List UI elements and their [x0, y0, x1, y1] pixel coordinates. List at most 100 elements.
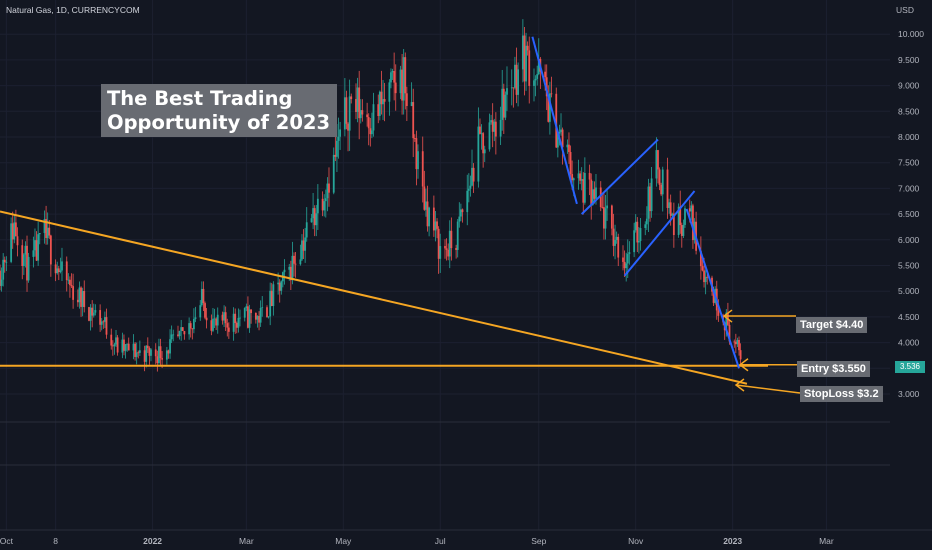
candle-body [272, 284, 275, 307]
candle-body [135, 352, 138, 357]
candle-body [121, 339, 124, 353]
candle-body [391, 71, 394, 73]
candle-body [24, 245, 27, 255]
candle-body [48, 227, 51, 236]
candle-body [358, 87, 361, 119]
candle-body [625, 263, 628, 269]
candle-body [437, 228, 440, 259]
candle-body [148, 348, 151, 356]
candle-body [369, 128, 372, 135]
candle-body [448, 230, 451, 257]
symbol-label[interactable]: Natural Gas, 1D, CURRENCYCOM [6, 5, 140, 15]
candle-body [572, 178, 575, 181]
candle-body [99, 310, 102, 325]
candle-body [623, 261, 626, 269]
candle-body [170, 334, 173, 340]
price-tick-label: 10.000 [898, 29, 924, 39]
candle-body [35, 240, 38, 261]
candle-body [534, 78, 537, 81]
candle-body [43, 219, 46, 233]
candle-body [138, 350, 141, 353]
candle-body [622, 257, 624, 262]
candle-body [199, 305, 202, 318]
candle-body [72, 286, 75, 300]
candle-body [21, 245, 24, 267]
candle-body [3, 259, 6, 263]
price-tick-label: 4.000 [898, 338, 920, 348]
candle-body [590, 179, 593, 205]
candle-body [245, 306, 248, 309]
candle-body [89, 307, 92, 321]
time-tick-label: 2023 [723, 536, 742, 546]
candle-body [480, 133, 483, 135]
candle-body [248, 309, 251, 328]
candle-body [571, 174, 574, 181]
candle-body [404, 57, 407, 94]
candle-body [267, 316, 270, 318]
candle-body [34, 240, 36, 251]
candle-body [704, 276, 707, 283]
entry-arrow-head [738, 358, 749, 372]
candle-body [725, 312, 728, 331]
candle-body [227, 327, 230, 332]
candle-body [533, 80, 535, 86]
candle-body [359, 110, 362, 119]
candle-body [80, 287, 82, 307]
candle-body [280, 281, 283, 291]
candle-body [561, 129, 564, 148]
time-tick-label: May [335, 536, 352, 546]
candle-body [523, 35, 526, 82]
candle-body [415, 138, 418, 170]
candle-body [626, 254, 629, 264]
candle-body [70, 285, 73, 287]
target-arrow-head [722, 309, 733, 323]
candle-body [504, 94, 507, 118]
candle-body [100, 321, 103, 325]
candle-body [94, 310, 97, 313]
candle-body [445, 248, 448, 250]
candle-body [111, 345, 114, 347]
candle-body [78, 287, 81, 303]
candle-body [377, 104, 380, 117]
pattern-line [685, 208, 740, 369]
candle-body [550, 93, 553, 95]
candle-body [617, 236, 620, 258]
candle-body [239, 317, 241, 319]
candle-body [92, 312, 95, 316]
time-tick-label: Mar [819, 536, 834, 546]
candle-body [390, 72, 392, 83]
candle-body [639, 228, 642, 242]
candle-body [234, 313, 237, 324]
candle-body [67, 279, 70, 281]
candle-body [514, 64, 516, 88]
candle-body [588, 172, 591, 180]
candle-body [405, 93, 408, 107]
candle-body [393, 71, 396, 83]
candle-body [593, 189, 596, 199]
candle-body [343, 97, 346, 130]
candle-body [580, 179, 583, 181]
stoploss-arrow-head [734, 378, 745, 392]
candle-body [172, 334, 175, 336]
candle-body [204, 303, 206, 318]
candle-body [304, 237, 307, 251]
candle-body [738, 339, 740, 351]
descending-trendline [0, 210, 748, 385]
candle-body [502, 88, 505, 118]
candle-body [226, 323, 229, 328]
candle-body [537, 58, 540, 75]
candle-body [467, 188, 470, 191]
candle-body [2, 259, 5, 280]
time-axis: Oct 8 2022 Mar May Jul Sep Nov 2023 Mar [0, 536, 834, 546]
candle-body [482, 133, 485, 154]
candle-body [102, 321, 105, 323]
price-tick-label: 6.000 [898, 235, 920, 245]
candle-body [221, 314, 224, 321]
candle-body [115, 337, 117, 345]
candle-body [447, 249, 450, 257]
candle-body [399, 69, 402, 94]
candle-body [269, 290, 272, 317]
candle-body [488, 122, 491, 150]
candle-body [615, 236, 618, 241]
